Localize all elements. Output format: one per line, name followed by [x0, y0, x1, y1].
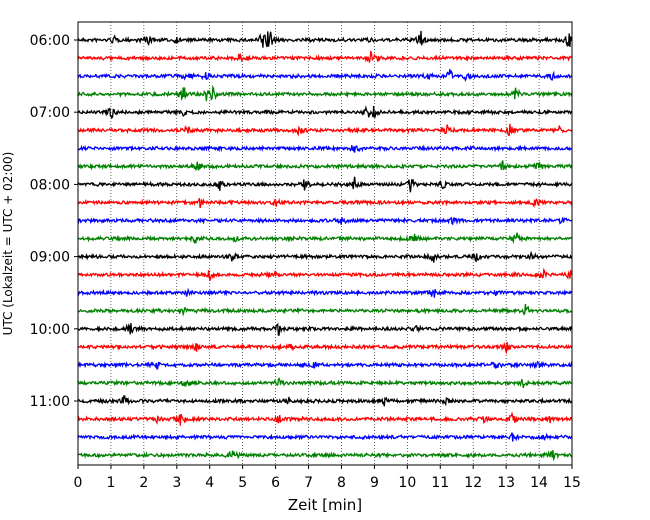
- trace-1030: [77, 360, 573, 370]
- x-tick-label: 6: [271, 475, 280, 491]
- x-tick-label: 11: [431, 475, 449, 491]
- x-tick-label: 1: [106, 475, 115, 491]
- trace-0800: [77, 176, 573, 193]
- seismic-traces: [77, 30, 573, 462]
- trace-0845: [77, 232, 573, 245]
- y-tick-label: 08:00: [30, 177, 70, 193]
- trace-0615: [77, 50, 573, 63]
- y-axis-label: UTC (Lokalzeit = UTC + 02:00): [1, 152, 15, 336]
- x-tick-label: 5: [238, 475, 247, 491]
- trace-1015: [77, 341, 573, 355]
- x-tick-label: 0: [74, 475, 83, 491]
- y-tick-label: 10:00: [30, 322, 70, 338]
- x-tick-label: 14: [530, 475, 548, 491]
- trace-0915: [77, 267, 573, 281]
- x-tick-label: 13: [497, 475, 515, 491]
- trace-0730: [77, 144, 573, 153]
- trace-0830: [77, 216, 573, 226]
- y-tick-label: 09:00: [30, 250, 70, 266]
- y-tick-label: 07:00: [30, 105, 70, 121]
- x-tick-label: 2: [139, 475, 148, 491]
- trace-0815: [77, 197, 573, 209]
- x-tick-label: 9: [370, 475, 379, 491]
- x-tick-label: 15: [563, 475, 581, 491]
- trace-0900: [77, 250, 573, 263]
- x-tick-label: 7: [304, 475, 313, 491]
- trace-0600: [77, 30, 573, 48]
- x-tick-label: 12: [464, 475, 482, 491]
- x-tick-label: 10: [398, 475, 416, 491]
- trace-0715: [77, 123, 573, 137]
- trace-0745: [77, 160, 573, 171]
- trace-0945: [77, 304, 573, 317]
- trace-1115: [77, 411, 573, 426]
- vertical-gridlines: [110, 22, 540, 465]
- trace-1100: [77, 395, 573, 407]
- plot-frame: [77, 21, 573, 466]
- trace-1000: [77, 322, 573, 336]
- y-axis-ticks: 06:00 07:00 08:00 09:00 10:00 11:00: [30, 33, 78, 410]
- trace-0630: [77, 69, 573, 83]
- x-tick-label: 4: [205, 475, 214, 491]
- trace-0930: [77, 287, 573, 298]
- x-axis-ticks: 0 1 2 3 4 5 6 7 8 9 10 11 12 13 14 15: [74, 465, 581, 491]
- trace-1130: [77, 432, 573, 442]
- y-tick-label: 11:00: [30, 394, 70, 410]
- y-tick-label: 06:00: [30, 33, 70, 49]
- trace-0645: [77, 84, 573, 102]
- trace-1145: [77, 449, 573, 462]
- trace-0700: [77, 105, 573, 120]
- x-axis-label: Zeit [min]: [288, 496, 362, 514]
- x-tick-label: 8: [337, 475, 346, 491]
- x-tick-label: 3: [172, 475, 181, 491]
- trace-1045: [77, 377, 573, 389]
